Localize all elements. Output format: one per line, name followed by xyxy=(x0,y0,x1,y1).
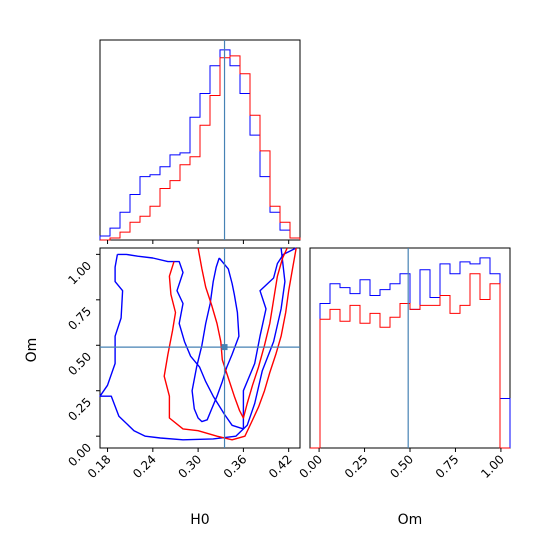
h0-hist-frame xyxy=(99,39,301,241)
om-hist-xtick-label-4: 1.00 xyxy=(478,452,507,481)
om-hist-red xyxy=(310,273,510,449)
om-hist-xtick-label-3: 0.75 xyxy=(433,452,462,481)
contour-xtick-label-3: 0.36 xyxy=(221,452,250,481)
contour-red-1 xyxy=(197,247,288,419)
x-axis-label-h0: H0 xyxy=(190,512,209,528)
contour-xtick-label-0: 0.18 xyxy=(85,452,114,481)
contour-ytick-label-4: 1.00 xyxy=(65,259,94,288)
h0-hist-red xyxy=(100,55,301,241)
om-hist-layer xyxy=(310,248,511,449)
contour-ytick-label-3: 0.75 xyxy=(65,304,94,333)
contour-blue-0 xyxy=(117,247,297,430)
y-axis-label-om: Om xyxy=(24,338,40,363)
contour-ytick-label-2: 0.50 xyxy=(65,349,94,378)
ticks-layer: 0.18 0.24 0.30 0.36 0.420.00 0.25 0.50 0.75 1.00… xyxy=(65,240,507,481)
om-hist-xtick-label-1: 0.25 xyxy=(342,452,371,481)
x-axis-label-om: Om xyxy=(398,512,423,528)
h0-om-contour-frame xyxy=(99,247,301,449)
om-hist-xtick-label-0: 0.00 xyxy=(296,452,325,481)
contour-xtick-label-4: 0.42 xyxy=(266,452,295,481)
contour-xtick-label-2: 0.30 xyxy=(175,452,204,481)
truth-marker xyxy=(221,344,228,351)
h0-hist-layer xyxy=(99,40,301,241)
contour-layer xyxy=(99,247,300,448)
contour-xtick-label-1: 0.24 xyxy=(130,452,159,481)
contour-blue-1 xyxy=(99,247,286,441)
om-hist-xtick-label-2: 0.50 xyxy=(387,452,416,481)
contour-blue-2 xyxy=(191,257,240,423)
contour-ytick-label-1: 0.25 xyxy=(65,395,94,424)
